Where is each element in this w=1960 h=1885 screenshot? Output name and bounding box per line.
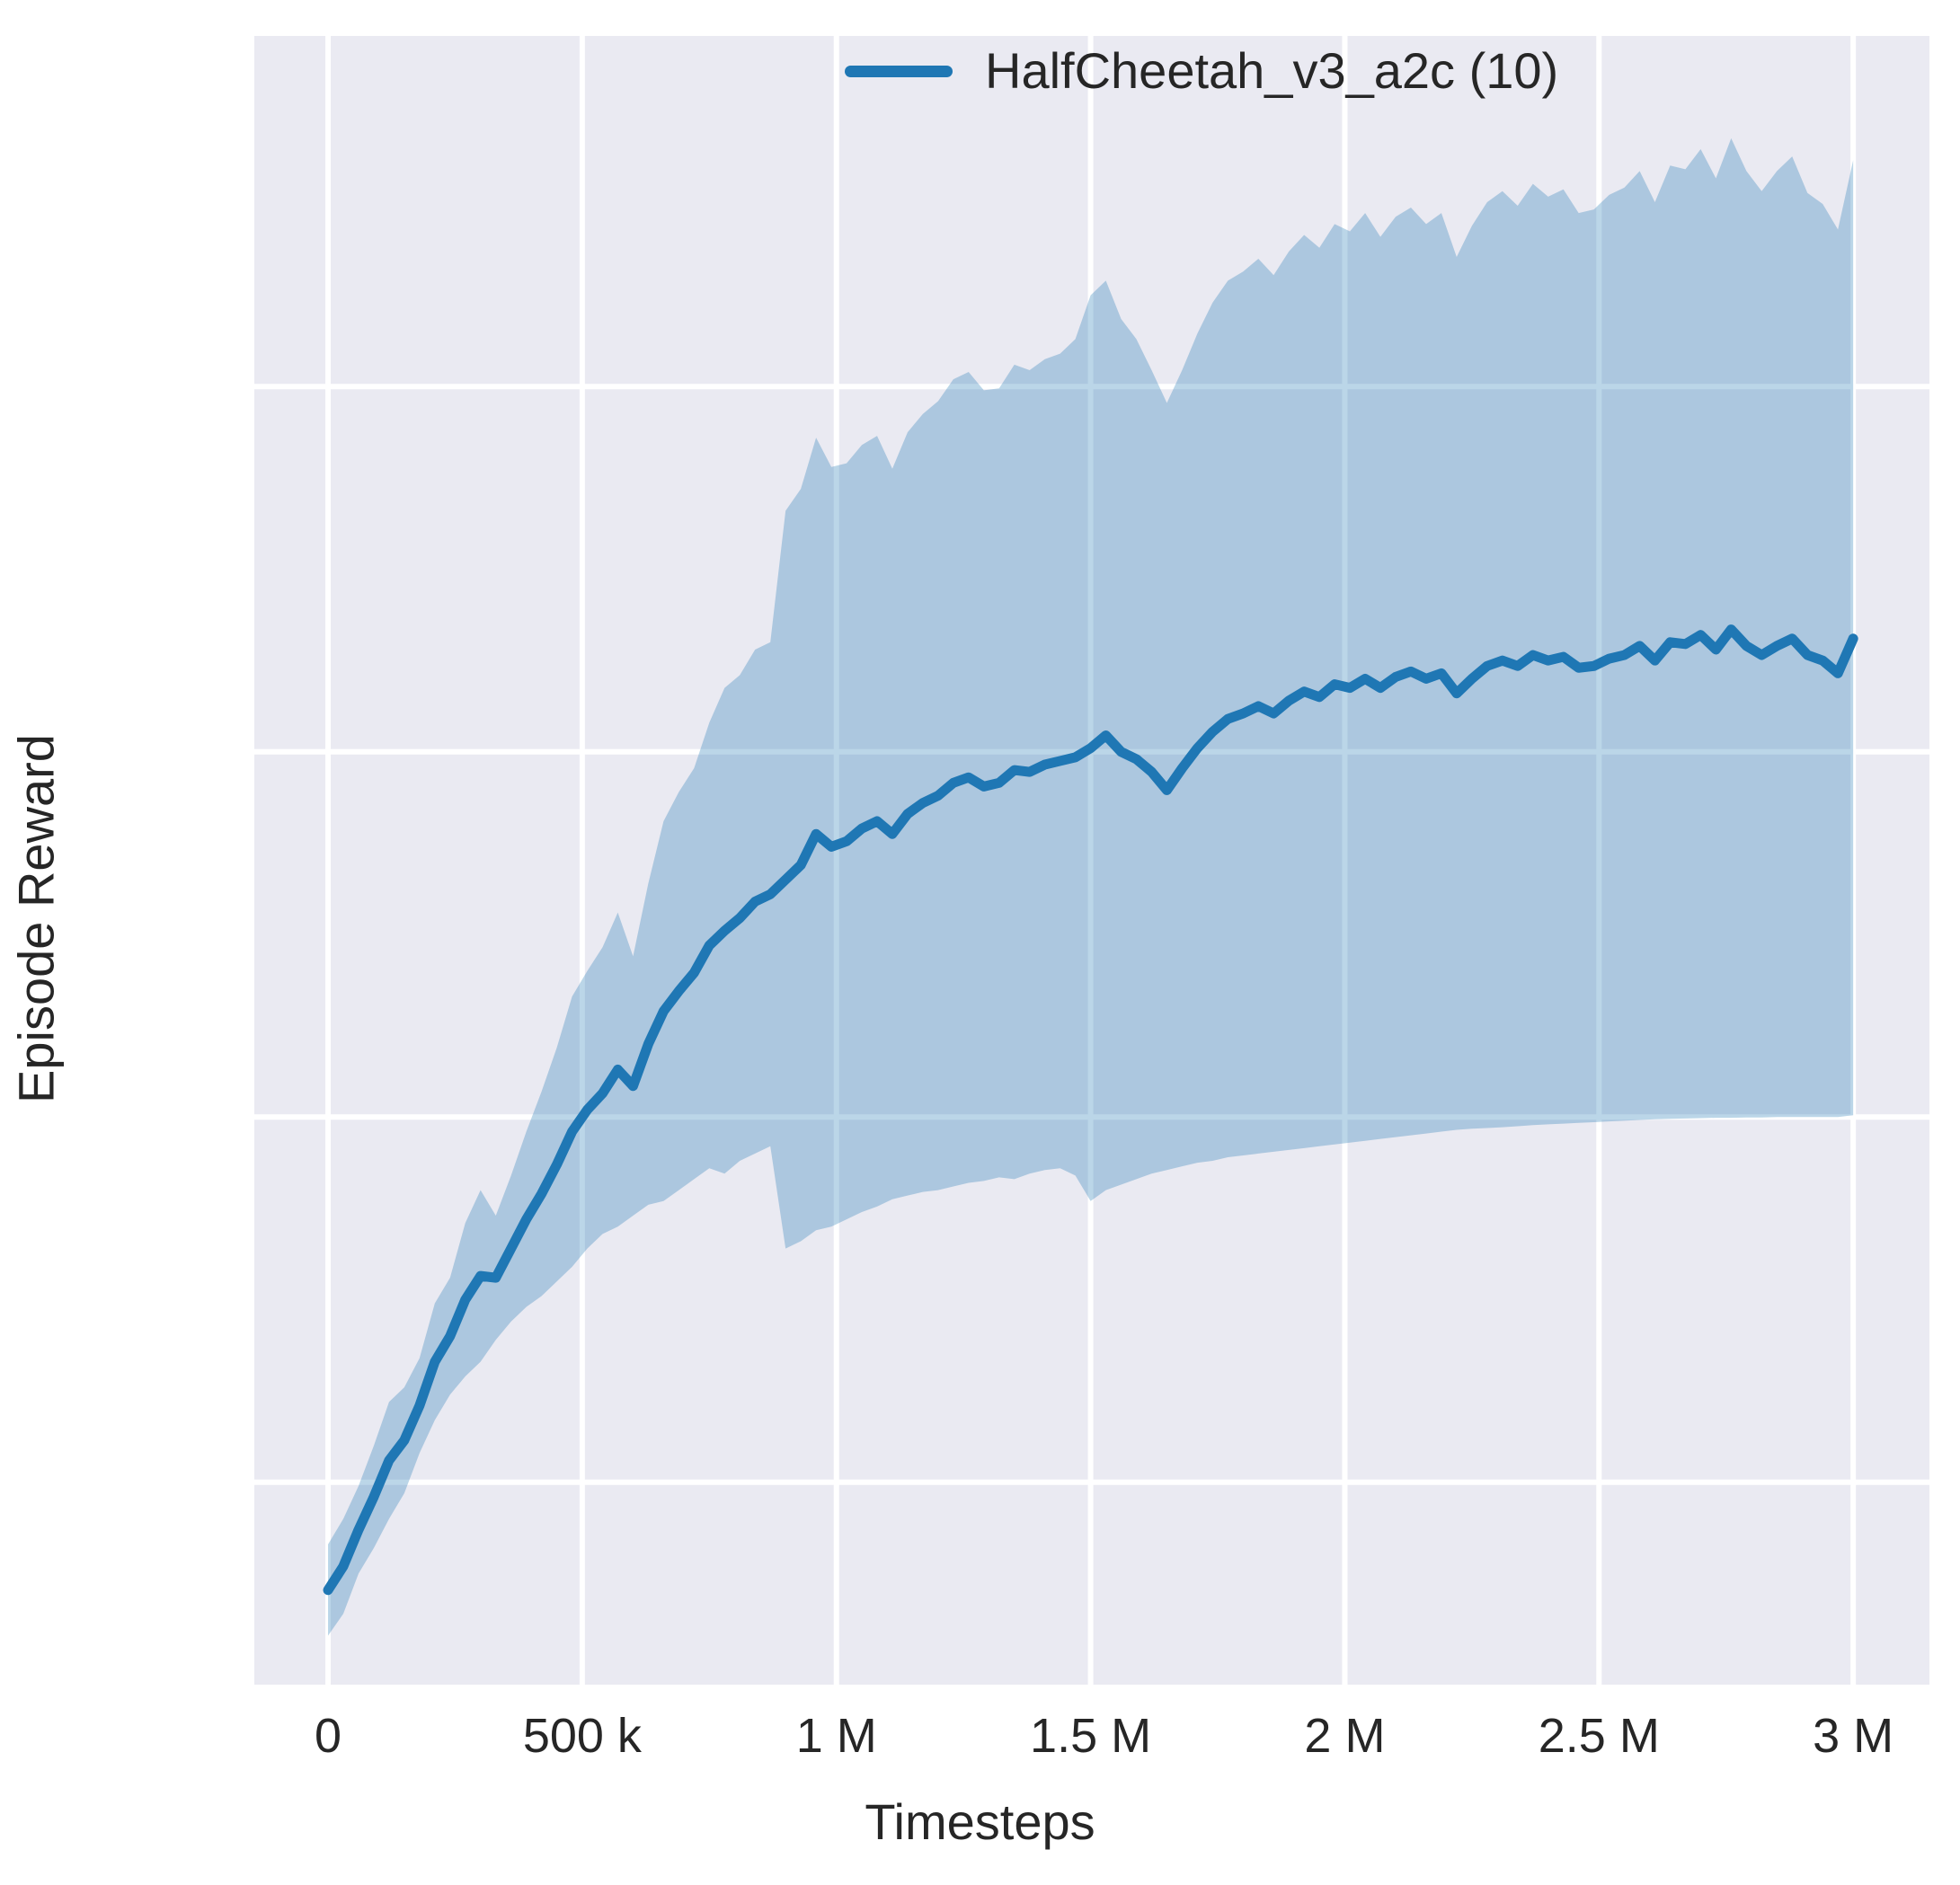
confidence-band — [328, 137, 1854, 1636]
legend-label: HalfCheetah_v3_a2c (10) — [985, 42, 1559, 99]
plot-area — [254, 36, 1929, 1685]
x-tick-label: 500 k — [522, 1709, 642, 1763]
mean-line — [323, 624, 1858, 1596]
plot-svg — [254, 36, 1929, 1685]
x-tick-label: 3 M — [1813, 1709, 1894, 1763]
legend: HalfCheetah_v3_a2c (10) — [836, 40, 1567, 102]
legend-color-swatch — [845, 65, 953, 77]
x-axis-title: Timesteps — [865, 1793, 1095, 1850]
x-tick-label: 0 — [314, 1709, 342, 1763]
x-tick-label: 2 M — [1304, 1709, 1386, 1763]
x-tick-label: 1.5 M — [1030, 1709, 1152, 1763]
x-tick-label: 2.5 M — [1538, 1709, 1660, 1763]
y-axis-title: Episode Reward — [7, 734, 65, 1103]
grid-lines — [254, 36, 1929, 1685]
x-tick-label: 1 M — [795, 1709, 877, 1763]
